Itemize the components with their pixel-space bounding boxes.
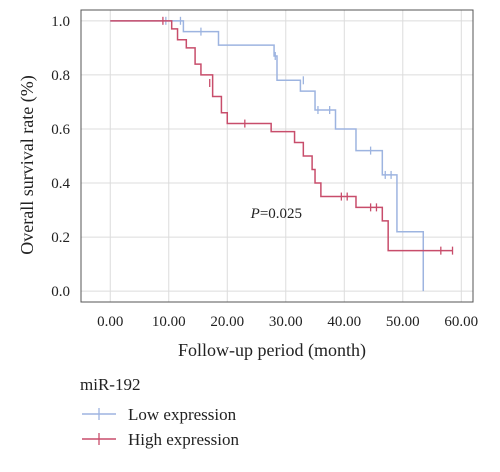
legend-label: High expression — [128, 430, 239, 449]
legend-item: Low expression — [82, 405, 237, 424]
x-axis-title: Follow-up period (month) — [178, 340, 366, 361]
x-tick-label: 30.00 — [269, 314, 303, 330]
x-tick-label: 20.00 — [210, 314, 244, 330]
y-tick-label: 1.0 — [51, 14, 70, 30]
series-low-expression — [110, 16, 425, 292]
plot-area-frame — [80, 9, 474, 303]
y-axis-title: Overall survival rate (%) — [17, 75, 38, 254]
y-tick-label: 0.2 — [51, 230, 70, 246]
legend-item: High expression — [82, 430, 239, 449]
x-tick-label: 0.00 — [97, 314, 123, 330]
x-tick-label: 60.00 — [444, 314, 478, 330]
survival-curve — [110, 20, 425, 292]
y-tick-label: 0.8 — [51, 68, 70, 84]
legend: miR-192 Low expression High expression — [80, 375, 239, 449]
p-value-letter: P — [250, 206, 260, 222]
x-tick-label: 40.00 — [327, 314, 361, 330]
y-tick-label: 0.4 — [51, 176, 70, 192]
legend-label: Low expression — [128, 405, 237, 424]
y-tick-label: 0.0 — [51, 284, 70, 300]
legend-title: miR-192 — [80, 375, 140, 394]
series-group — [110, 16, 454, 292]
x-tick-label: 10.00 — [152, 314, 186, 330]
grid — [81, 10, 473, 302]
survival-curve — [110, 20, 453, 252]
x-tick-label: 50.00 — [386, 314, 420, 330]
tick-labels: 0.00 10.00 20.00 30.00 40.00 50.00 60.00 0.0 0.2… — [51, 14, 478, 330]
p-value-annotation: P=0.025 — [250, 206, 302, 222]
series-high-expression — [110, 16, 454, 255]
y-tick-label: 0.6 — [51, 122, 70, 138]
p-value-number: =0.025 — [260, 206, 302, 222]
